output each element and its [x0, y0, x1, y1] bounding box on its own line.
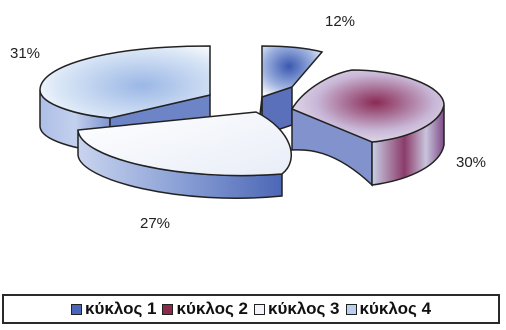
pie-slice-kyklos-3 — [77, 111, 292, 199]
legend-swatch-kyklos-1 — [70, 303, 82, 315]
legend-label-kyklos-2: κύκλος 2 — [176, 299, 248, 318]
data-label-kyklos-4: 31% — [10, 45, 40, 62]
data-label-kyklos-1: 12% — [325, 13, 355, 30]
legend-swatch-kyklos-2 — [162, 303, 174, 315]
legend-label-kyklos-1: κύκλος 1 — [84, 299, 157, 318]
legend-item-kyklos-2: κύκλος 2 — [162, 299, 248, 319]
legend-item-kyklos-1: κύκλος 1 — [70, 299, 157, 319]
legend-item-kyklos-4: κύκλος 4 — [345, 299, 432, 319]
legend-swatch-kyklos-4 — [345, 303, 357, 315]
legend-label-kyklos-4: κύκλος 4 — [359, 299, 432, 318]
legend-item-kyklos-3: κύκλος 3 — [254, 299, 340, 319]
legend-label-kyklos-3: κύκλος 3 — [268, 299, 340, 318]
data-label-kyklos-3: 27% — [140, 215, 170, 232]
chart-legend: κύκλος 1 κύκλος 2 κύκλος 3 κύκλος 4 — [2, 294, 500, 324]
pie-slice-kyklos-2 — [290, 69, 445, 187]
pie-chart: 12% 30% 27% 31% — [10, 13, 486, 232]
data-label-kyklos-2: 30% — [456, 154, 486, 171]
legend-swatch-kyklos-3 — [254, 303, 265, 315]
